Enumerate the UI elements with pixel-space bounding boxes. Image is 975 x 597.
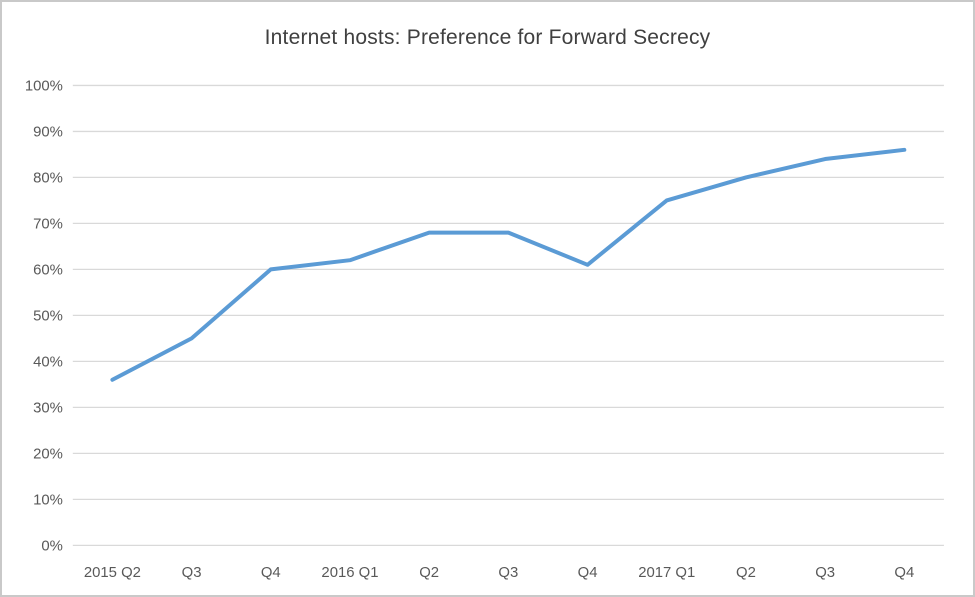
x-axis-tick-label: Q4 — [261, 565, 281, 581]
data-series-line — [110, 147, 907, 382]
x-axis-tick-label: Q3 — [498, 565, 518, 581]
y-axis-tick-label: 70% — [33, 216, 63, 232]
x-axis-tick-label: 2015 Q2 — [84, 565, 141, 581]
x-axis-tick-label: Q3 — [182, 565, 202, 581]
x-axis-tick-label: Q2 — [419, 565, 439, 581]
x-axis-tick-label: Q4 — [894, 565, 914, 581]
y-axis-labels: 0% 10% 20% 30% 40% 50% 60% 70% 80% 90% 100% — [25, 78, 63, 554]
y-axis-tick-label: 40% — [33, 354, 63, 370]
x-axis-tick-label: 2016 Q1 — [321, 565, 378, 581]
y-axis-tick-label: 60% — [33, 262, 63, 278]
y-axis-tick-label: 30% — [33, 400, 63, 416]
y-axis-tick-label: 50% — [33, 308, 63, 324]
x-axis-tick-label: Q4 — [578, 565, 598, 581]
gridlines — [72, 84, 944, 546]
x-axis-tick-label: Q3 — [815, 565, 835, 581]
y-axis-tick-label: 20% — [33, 446, 63, 462]
x-axis-tick-label: 2017 Q1 — [638, 565, 695, 581]
chart-title: Internet hosts: Preference for Forward S… — [264, 26, 711, 49]
y-axis-tick-label: 10% — [33, 492, 63, 508]
y-axis-tick-label: 80% — [33, 170, 63, 186]
x-axis-tick-label: Q2 — [736, 565, 756, 581]
x-axis-labels: 2015 Q2 Q3 Q4 2016 Q1 Q2 Q3 Q4 2017 Q1 Q2 Q3 Q4 — [84, 565, 914, 581]
y-axis-tick-label: 0% — [41, 538, 63, 554]
y-axis-tick-label: 100% — [25, 78, 63, 94]
y-axis-tick-label: 90% — [33, 124, 63, 140]
